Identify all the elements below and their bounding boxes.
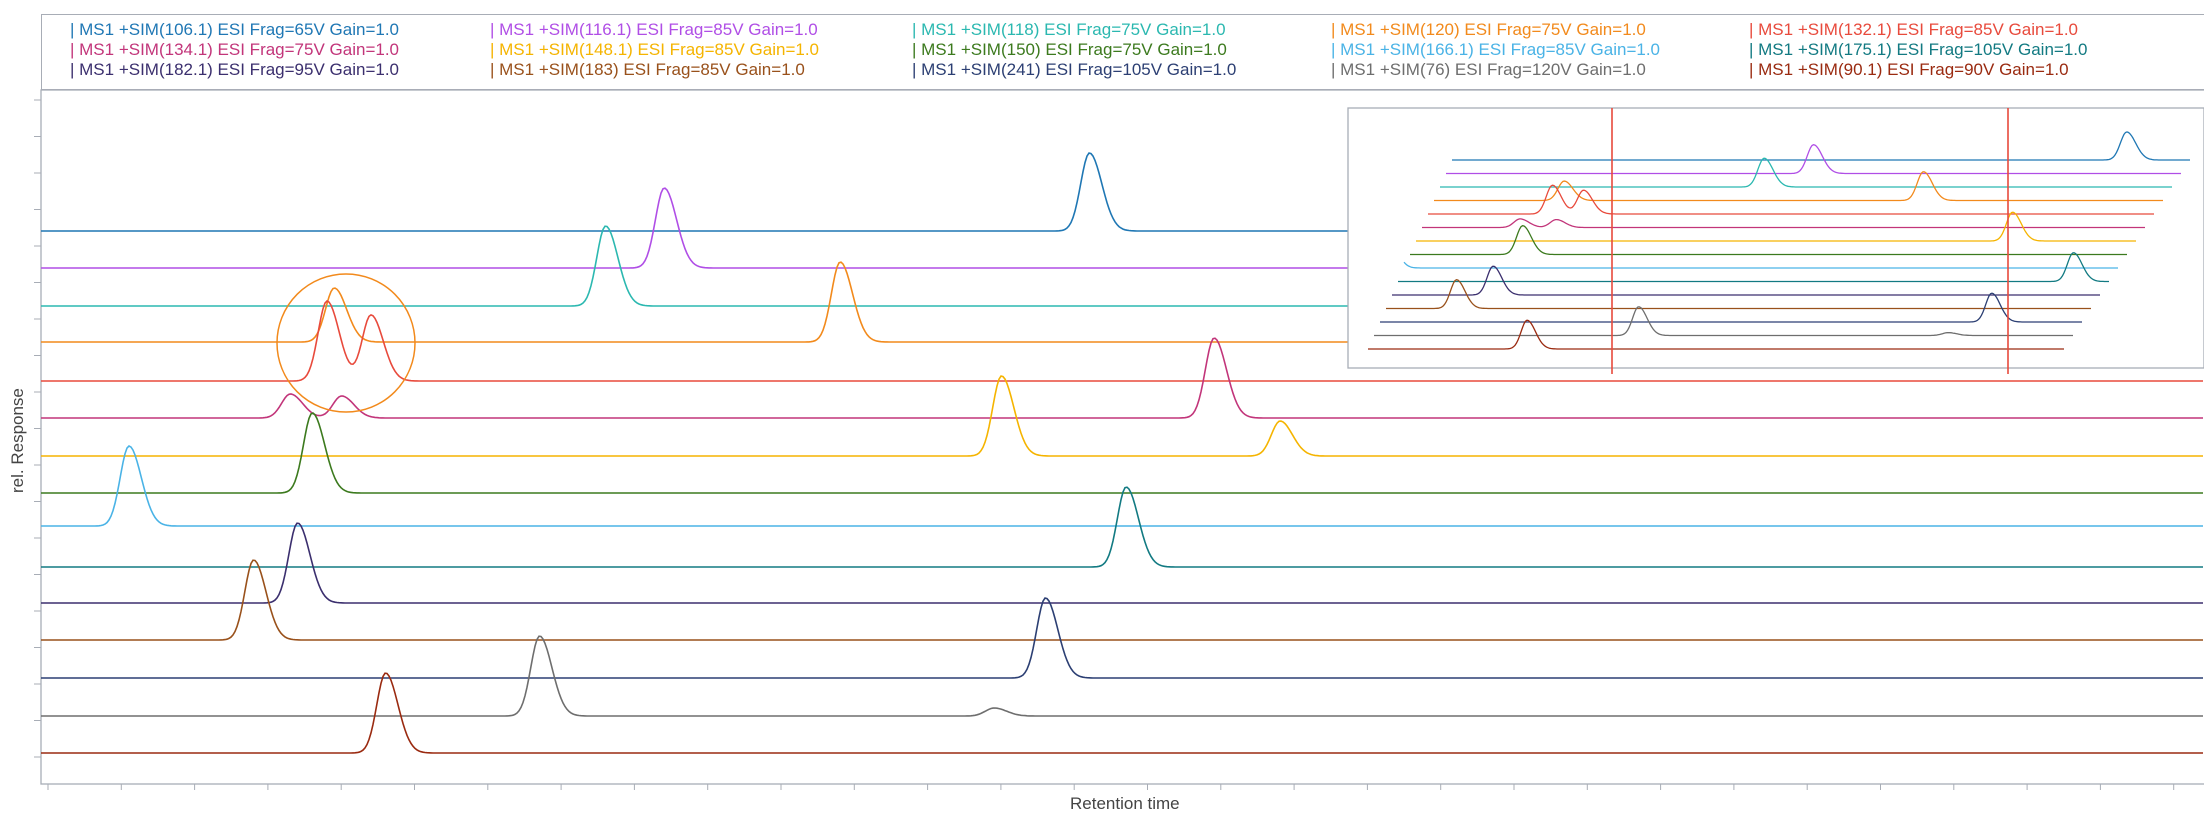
legend-entry: | MS1 +SIM(120) ESI Frag=75V Gain=1.0 — [1331, 20, 1646, 39]
legend-entry: | MS1 +SIM(132.1) ESI Frag=85V Gain=1.0 — [1749, 20, 2079, 39]
series-trace — [41, 522, 2203, 604]
legend-entry: | MS1 +SIM(118) ESI Frag=75V Gain=1.0 — [912, 20, 1226, 39]
inset-frame — [1347, 107, 2204, 369]
highlight-circle — [276, 273, 416, 413]
series-trace — [41, 337, 2203, 419]
series-trace — [41, 412, 2203, 494]
inset-trace — [1446, 144, 2181, 175]
legend: | MS1 +SIM(106.1) ESI Frag=65V Gain=1.0 |… — [41, 14, 2204, 90]
legend-entry: | MS1 +SIM(134.1) ESI Frag=75V Gain=1.0 — [70, 40, 400, 59]
inset-trace — [1422, 218, 2145, 229]
inset-trace — [1416, 211, 2136, 242]
legend-entry: | MS1 +SIM(175.1) ESI Frag=105V Gain=1.0 — [1749, 40, 2088, 59]
legend-entry: | MS1 +SIM(150) ESI Frag=75V Gain=1.0 — [912, 40, 1227, 59]
legend-entry: | MS1 +SIM(241) ESI Frag=105V Gain=1.0 — [912, 60, 1237, 79]
legend-entry: | MS1 +SIM(166.1) ESI Frag=85V Gain=1.0 — [1331, 40, 1661, 59]
inset-trace — [1380, 292, 2082, 323]
inset-trace — [1428, 184, 2154, 215]
inset-trace — [1392, 265, 2100, 296]
legend-entry: | MS1 +SIM(90.1) ESI Frag=90V Gain=1.0 — [1749, 60, 2069, 79]
series-trace — [41, 635, 2203, 717]
legend-entry: | MS1 +SIM(106.1) ESI Frag=65V Gain=1.0 — [70, 20, 400, 39]
series-trace — [41, 300, 2203, 382]
inset-trace — [1374, 306, 2073, 337]
series-trace — [41, 597, 2203, 679]
series-trace — [41, 375, 2203, 457]
x-axis-label: Retention time — [1070, 794, 1180, 813]
legend-entry: | MS1 +SIM(148.1) ESI Frag=85V Gain=1.0 — [490, 40, 820, 59]
plot-frame — [40, 89, 2204, 785]
series-trace — [41, 486, 2203, 568]
legend-entry: | MS1 +SIM(116.1) ESI Frag=85V Gain=1.0 — [490, 20, 818, 39]
series-trace — [41, 445, 2203, 527]
y-axis-label: rel. Response — [8, 388, 27, 493]
inset-trace — [1440, 157, 2172, 188]
series-trace — [41, 672, 2203, 754]
inset-trace — [1434, 171, 2163, 202]
legend-entry: | MS1 +SIM(182.1) ESI Frag=95V Gain=1.0 — [70, 60, 400, 79]
inset-trace — [1403, 261, 2118, 269]
inset-trace — [1368, 319, 2064, 350]
inset-trace — [1386, 279, 2091, 310]
legend-entry: | MS1 +SIM(183) ESI Frag=85V Gain=1.0 — [490, 60, 805, 79]
legend-entry: | MS1 +SIM(76) ESI Frag=120V Gain=1.0 — [1331, 60, 1646, 79]
inset-trace — [1398, 252, 2109, 283]
inset-trace — [1452, 131, 2190, 161]
series-trace — [41, 559, 2203, 641]
